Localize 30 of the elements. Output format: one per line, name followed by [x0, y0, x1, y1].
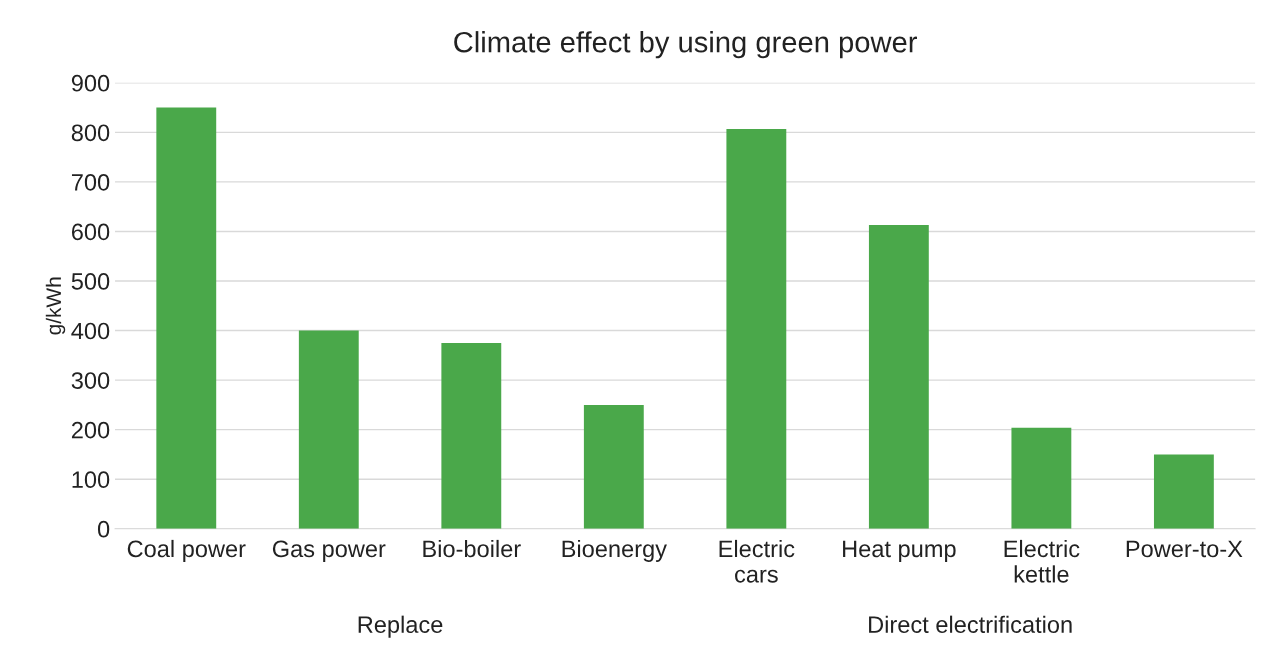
x-tick-label: Heat pump — [843, 540, 956, 562]
x-tick-label: Bio-boiler — [423, 539, 521, 558]
x-tick-label: Electric cars — [719, 539, 795, 583]
x-tick-label: Power-to-X — [1126, 540, 1243, 558]
y-tick-label: 300 — [71, 372, 110, 389]
bar — [298, 330, 359, 529]
bar — [1153, 454, 1214, 529]
text: Direct electrification — [869, 615, 1072, 633]
bar — [156, 107, 217, 529]
y-tick-label: 600 — [71, 223, 110, 241]
y-tick-label: 0 — [97, 520, 110, 538]
chart-title: Climate effect by using green power — [454, 31, 918, 59]
y-tick-label: 100 — [72, 471, 110, 489]
y-tick-label: 500 — [71, 273, 110, 290]
text: Replace — [358, 615, 443, 638]
bar — [441, 342, 502, 529]
y-tick-label: 400 — [71, 322, 110, 340]
y-tick-label: 700 — [71, 173, 110, 191]
y-tick-label: 200 — [71, 421, 110, 439]
y-tick-label: 800 — [71, 124, 110, 142]
bar — [868, 225, 929, 529]
x-tick-label: Bioenergy — [562, 539, 667, 562]
bar — [583, 404, 644, 529]
x-tick-label: Electric kettle — [1004, 539, 1080, 583]
x-tick-label: Coal power — [127, 539, 246, 562]
y-tick-label: 900 — [71, 74, 110, 92]
y-axis-title: g/kWh — [45, 277, 66, 335]
x-tick-label: Gas power — [272, 540, 386, 562]
bar — [1011, 427, 1072, 529]
bar — [726, 128, 787, 529]
